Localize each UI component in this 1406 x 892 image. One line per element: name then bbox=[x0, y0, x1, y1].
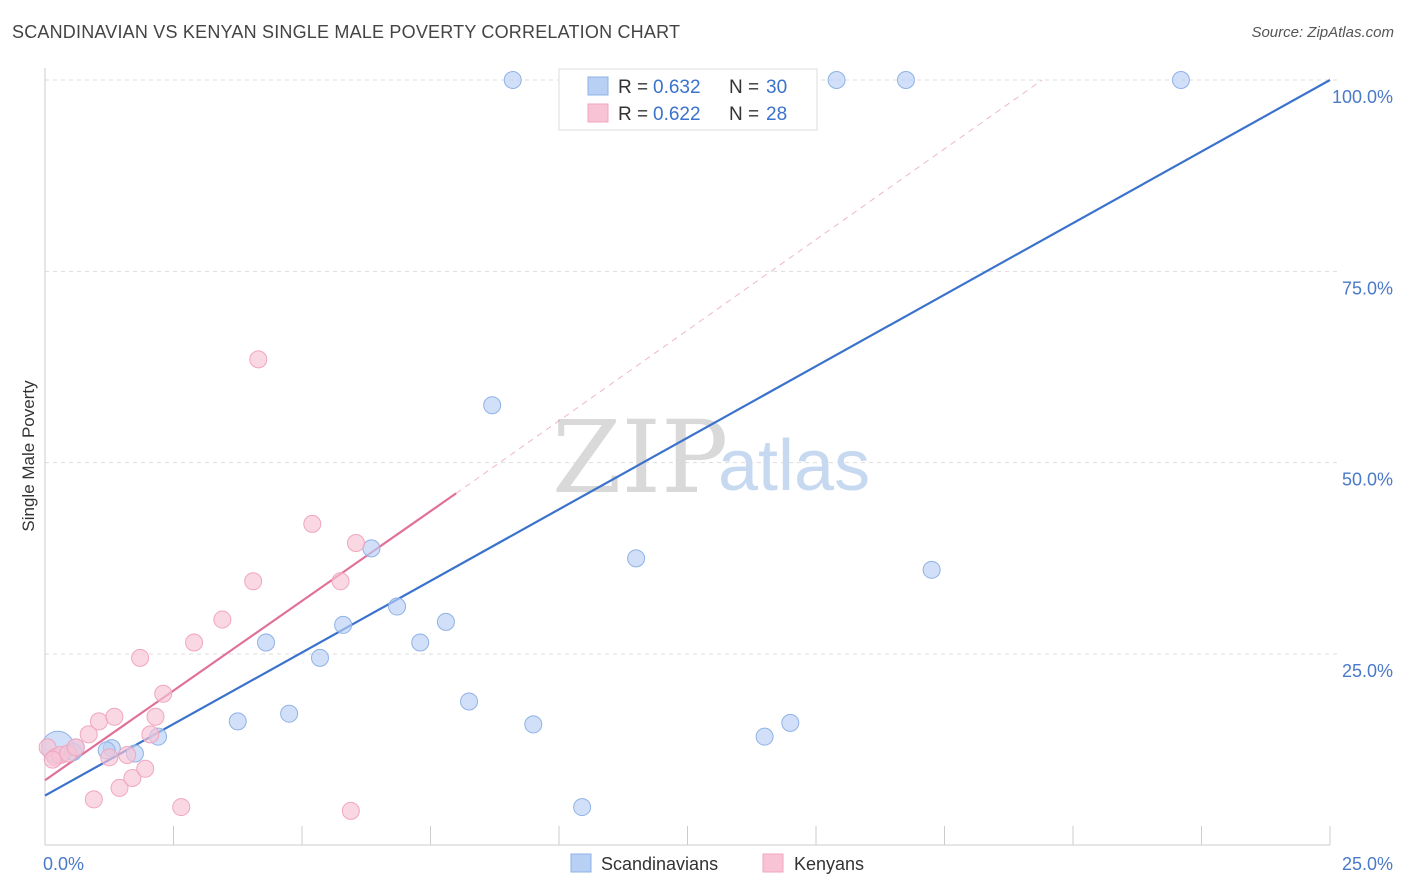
point-scandinavians bbox=[503, 71, 522, 89]
trend-line-scandinavians bbox=[44, 79, 1331, 797]
point-kenyans bbox=[79, 725, 98, 744]
point-scandinavians bbox=[781, 713, 800, 732]
data-points bbox=[38, 71, 1190, 820]
legend-r-label: R = bbox=[618, 77, 648, 98]
point-scandinavians bbox=[334, 615, 353, 634]
point-kenyans bbox=[141, 725, 160, 744]
legend-n-label: N = bbox=[729, 77, 759, 98]
watermark: ZIP atlas bbox=[552, 399, 870, 516]
bottom-legend-swatch-scandinavians bbox=[570, 853, 592, 873]
point-kenyans bbox=[123, 768, 142, 787]
point-kenyans bbox=[105, 707, 124, 726]
legend: R = 0.632 N = 30 R = 0.622 N = 28 bbox=[558, 68, 818, 131]
point-scandinavians bbox=[257, 633, 276, 652]
point-scandinavians bbox=[460, 692, 479, 711]
point-scandinavians bbox=[573, 798, 592, 817]
y-tick-label: 25.0% bbox=[1342, 661, 1393, 681]
legend-r-label: R = bbox=[618, 104, 648, 125]
point-scandinavians bbox=[411, 633, 430, 652]
y-tick-label: 75.0% bbox=[1342, 278, 1393, 298]
y-tick-label: 50.0% bbox=[1342, 470, 1393, 490]
y-tick-labels: 25.0% 50.0% 75.0% 100.0% bbox=[1332, 87, 1393, 681]
axes bbox=[44, 68, 1331, 846]
point-kenyans bbox=[331, 572, 350, 591]
trend-lines bbox=[44, 79, 1331, 797]
point-scandinavians bbox=[280, 704, 299, 723]
point-kenyans bbox=[100, 748, 119, 767]
y-tick-label: 100.0% bbox=[1332, 87, 1393, 107]
x-tick-label: 0.0% bbox=[43, 854, 84, 874]
grid-lines bbox=[45, 79, 1340, 655]
bottom-legend: Scandinavians Kenyans bbox=[570, 853, 864, 874]
legend-swatch-blue bbox=[587, 76, 609, 96]
point-scandinavians bbox=[388, 597, 407, 616]
legend-r-value: 0.632 bbox=[653, 77, 701, 98]
point-kenyans bbox=[146, 707, 165, 726]
point-kenyans bbox=[84, 790, 103, 809]
bottom-legend-swatch-kenyans bbox=[762, 853, 784, 873]
x-tick-labels: 0.0% 25.0% bbox=[43, 854, 1393, 874]
point-scandinavians bbox=[755, 727, 774, 746]
point-kenyans bbox=[303, 514, 322, 533]
chart-title: SCANDINAVIAN VS KENYAN SINGLE MALE POVER… bbox=[12, 22, 681, 42]
trend-line-kenyans bbox=[44, 492, 457, 782]
point-scandinavians bbox=[627, 549, 646, 568]
point-kenyans bbox=[89, 712, 108, 731]
y-axis-title: Single Male Poverty bbox=[19, 380, 38, 532]
point-kenyans bbox=[43, 750, 62, 769]
bottom-legend-kenyans: Kenyans bbox=[794, 854, 864, 874]
point-kenyans bbox=[341, 801, 360, 820]
point-kenyans bbox=[131, 648, 150, 667]
point-scandinavians bbox=[310, 648, 329, 667]
point-kenyans bbox=[346, 534, 365, 553]
point-kenyans bbox=[154, 684, 173, 703]
point-scandinavians bbox=[922, 560, 941, 579]
legend-n-value: 28 bbox=[766, 104, 787, 125]
point-scandinavians bbox=[896, 71, 915, 89]
bottom-legend-scandinavians: Scandinavians bbox=[601, 854, 718, 874]
watermark-atlas: atlas bbox=[718, 426, 870, 506]
point-scandinavians bbox=[483, 396, 502, 415]
point-kenyans bbox=[118, 746, 137, 765]
point-scandinavians bbox=[228, 712, 247, 731]
legend-n-value: 30 bbox=[766, 77, 787, 98]
point-scandinavians bbox=[362, 539, 381, 558]
trend-line-extension-kenyans bbox=[455, 79, 1043, 494]
point-kenyans bbox=[213, 610, 232, 629]
point-kenyans bbox=[249, 350, 268, 369]
legend-n-label: N = bbox=[729, 104, 759, 125]
x-tick-label: 25.0% bbox=[1342, 854, 1393, 874]
point-kenyans bbox=[244, 572, 263, 591]
point-scandinavians bbox=[436, 612, 455, 631]
point-kenyans bbox=[66, 738, 85, 757]
legend-swatch-pink bbox=[587, 103, 609, 123]
point-scandinavians bbox=[524, 715, 543, 734]
point-kenyans bbox=[136, 759, 155, 778]
point-kenyans bbox=[172, 798, 191, 817]
point-kenyans bbox=[185, 633, 204, 652]
point-scandinavians bbox=[1171, 71, 1190, 89]
point-scandinavians bbox=[827, 71, 846, 89]
source-credit: Source: ZipAtlas.com bbox=[1251, 24, 1394, 41]
point-kenyans bbox=[110, 778, 129, 797]
legend-r-value: 0.622 bbox=[653, 104, 701, 125]
